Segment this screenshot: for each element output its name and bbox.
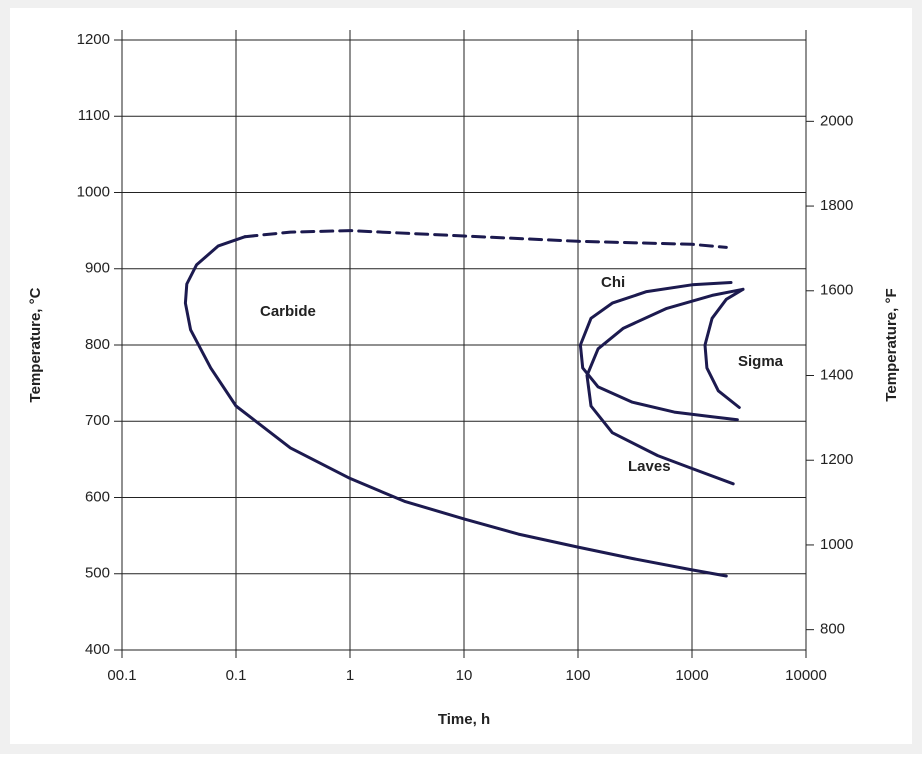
y-tick-label: 1200: [77, 31, 110, 48]
y2-tick-label: 1400: [820, 366, 853, 383]
curve-label: Sigma: [738, 353, 784, 370]
y-axis-title: Temperature, °C: [27, 287, 44, 402]
x-tick-label: 00.1: [107, 667, 136, 684]
y2-tick-label: 1200: [820, 451, 853, 468]
y-tick-label: 1000: [77, 183, 110, 200]
curve: [243, 229, 728, 249]
x-tick-label: 10000: [785, 667, 827, 684]
y2-tick-label: 1800: [820, 197, 853, 214]
x-tick-label: 10: [456, 667, 473, 684]
x-tick-label: 0.1: [226, 667, 247, 684]
curve-label: Carbide: [260, 303, 316, 320]
chart-area: [10, 8, 912, 744]
y-tick-label: 800: [85, 336, 110, 353]
y2-tick-label: 800: [820, 621, 845, 638]
y-tick-label: 500: [85, 565, 110, 582]
x-axis-title: Time, h: [438, 711, 490, 728]
curve-label: Chi: [601, 274, 625, 291]
x-tick-label: 100: [565, 667, 590, 684]
y2-tick-label: 2000: [820, 112, 853, 129]
y-tick-label: 600: [85, 488, 110, 505]
y2-axis-title: Temperature, °F: [883, 288, 900, 401]
y-tick-label: 400: [85, 641, 110, 658]
x-tick-label: 1000: [675, 667, 708, 684]
y-tick-label: 900: [85, 260, 110, 277]
y2-tick-label: 1000: [820, 536, 853, 553]
y-tick-label: 700: [85, 412, 110, 429]
x-tick-label: 1: [346, 667, 354, 684]
y2-tick-label: 1600: [820, 282, 853, 299]
curve: [578, 281, 739, 422]
y-tick-label: 1100: [78, 107, 110, 124]
curve: [183, 235, 728, 578]
curve: [585, 287, 745, 486]
curve-label: Laves: [628, 458, 671, 475]
curve: [703, 287, 745, 409]
